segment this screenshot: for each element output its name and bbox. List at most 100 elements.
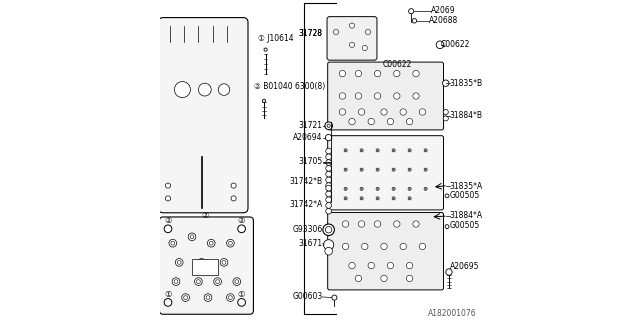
Text: ②: ② [238,216,245,225]
Circle shape [445,225,449,228]
Circle shape [392,149,396,152]
Circle shape [412,19,417,23]
Circle shape [387,262,394,269]
Circle shape [326,191,332,197]
FancyBboxPatch shape [327,17,377,60]
Circle shape [362,243,368,250]
Circle shape [355,275,362,282]
Circle shape [216,280,220,284]
Circle shape [218,84,230,95]
Text: A182001076: A182001076 [428,309,477,318]
Circle shape [233,278,241,285]
Circle shape [235,280,239,284]
Circle shape [400,243,406,250]
Circle shape [222,260,226,264]
Circle shape [200,260,204,264]
Circle shape [184,296,188,300]
Text: 31671: 31671 [298,239,323,248]
Text: A20688: A20688 [429,16,458,25]
Circle shape [174,82,191,98]
Text: ①: ① [238,290,245,299]
Circle shape [406,275,413,282]
Circle shape [381,243,387,250]
Circle shape [182,294,189,301]
Text: 31728: 31728 [298,29,323,38]
Circle shape [326,208,332,214]
Circle shape [349,262,355,269]
Text: 31742*A: 31742*A [289,200,323,209]
Circle shape [172,278,180,285]
Text: A20695: A20695 [450,262,479,271]
Circle shape [349,23,355,28]
Circle shape [169,239,177,247]
Circle shape [376,187,380,190]
Circle shape [419,109,426,115]
Circle shape [333,29,339,35]
Circle shape [344,149,348,152]
Text: 31721: 31721 [298,121,323,130]
Text: ①: ① [164,290,172,299]
Circle shape [326,148,332,154]
Circle shape [413,93,419,99]
Text: ②: ② [201,212,209,220]
Text: C00622: C00622 [383,60,412,68]
Circle shape [227,294,234,301]
Circle shape [413,70,419,77]
Circle shape [262,99,266,102]
Circle shape [323,240,334,250]
Circle shape [324,247,333,255]
Circle shape [214,278,221,285]
Circle shape [339,93,346,99]
Circle shape [400,109,406,115]
Circle shape [368,118,374,125]
Circle shape [326,134,332,141]
Circle shape [342,221,349,227]
Circle shape [406,118,413,125]
Circle shape [264,48,268,51]
Circle shape [408,197,412,200]
Circle shape [228,296,232,300]
Circle shape [326,185,332,191]
Circle shape [196,280,200,284]
Circle shape [392,187,396,190]
Circle shape [349,42,355,47]
Circle shape [344,197,348,200]
Circle shape [342,243,349,250]
Circle shape [198,83,211,96]
Circle shape [198,259,205,266]
Circle shape [443,116,448,121]
Circle shape [374,93,381,99]
Text: ② B01040 6300(8): ② B01040 6300(8) [254,82,326,91]
Circle shape [360,149,364,152]
Circle shape [355,93,362,99]
Circle shape [165,183,170,188]
Text: G93306: G93306 [292,225,323,234]
Circle shape [360,197,364,200]
Circle shape [190,235,194,239]
Circle shape [419,243,426,250]
Circle shape [326,203,332,208]
Circle shape [164,225,172,233]
Circle shape [374,221,381,227]
Circle shape [175,259,183,266]
FancyBboxPatch shape [328,136,444,210]
Text: 31884*B: 31884*B [450,111,483,120]
Circle shape [368,262,374,269]
Circle shape [326,183,332,188]
Circle shape [443,109,448,115]
Circle shape [362,45,367,51]
Circle shape [339,70,346,77]
Circle shape [376,149,380,152]
FancyBboxPatch shape [159,18,248,213]
Circle shape [360,187,364,190]
Circle shape [165,196,170,201]
Circle shape [408,187,412,190]
Circle shape [231,183,236,188]
Text: ②: ② [164,216,172,225]
Circle shape [177,260,181,264]
Circle shape [344,187,348,190]
Circle shape [445,194,449,198]
Circle shape [381,109,387,115]
Text: G00505: G00505 [450,191,480,200]
Text: 31728: 31728 [298,29,323,38]
